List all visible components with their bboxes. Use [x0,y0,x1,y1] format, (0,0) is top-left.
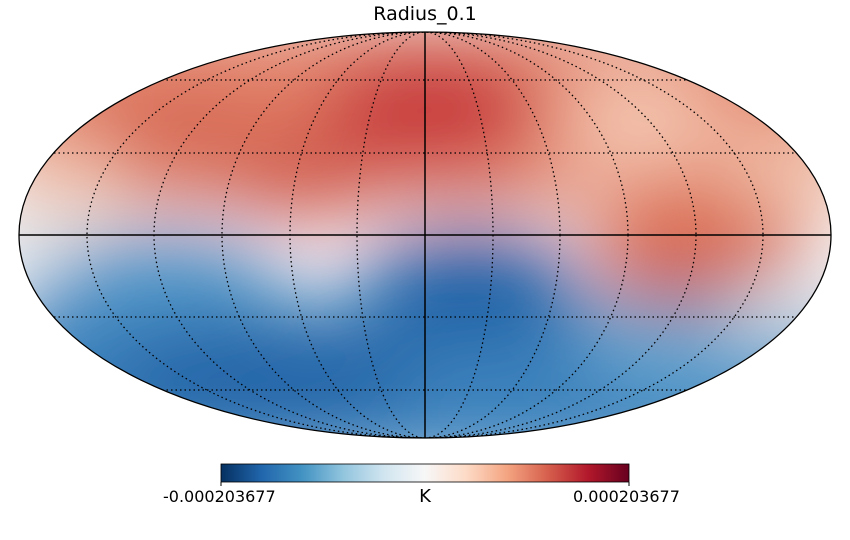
colorbar-unit-label: K [419,486,431,507]
map-outline [18,31,832,439]
colorbar-max-label: 0.000203677 [573,487,680,506]
colorbar [220,463,630,483]
map-title: Radius_0.1 [373,3,477,25]
axes-lines [19,32,831,438]
colorbar-min-label: -0.000203677 [163,487,276,506]
